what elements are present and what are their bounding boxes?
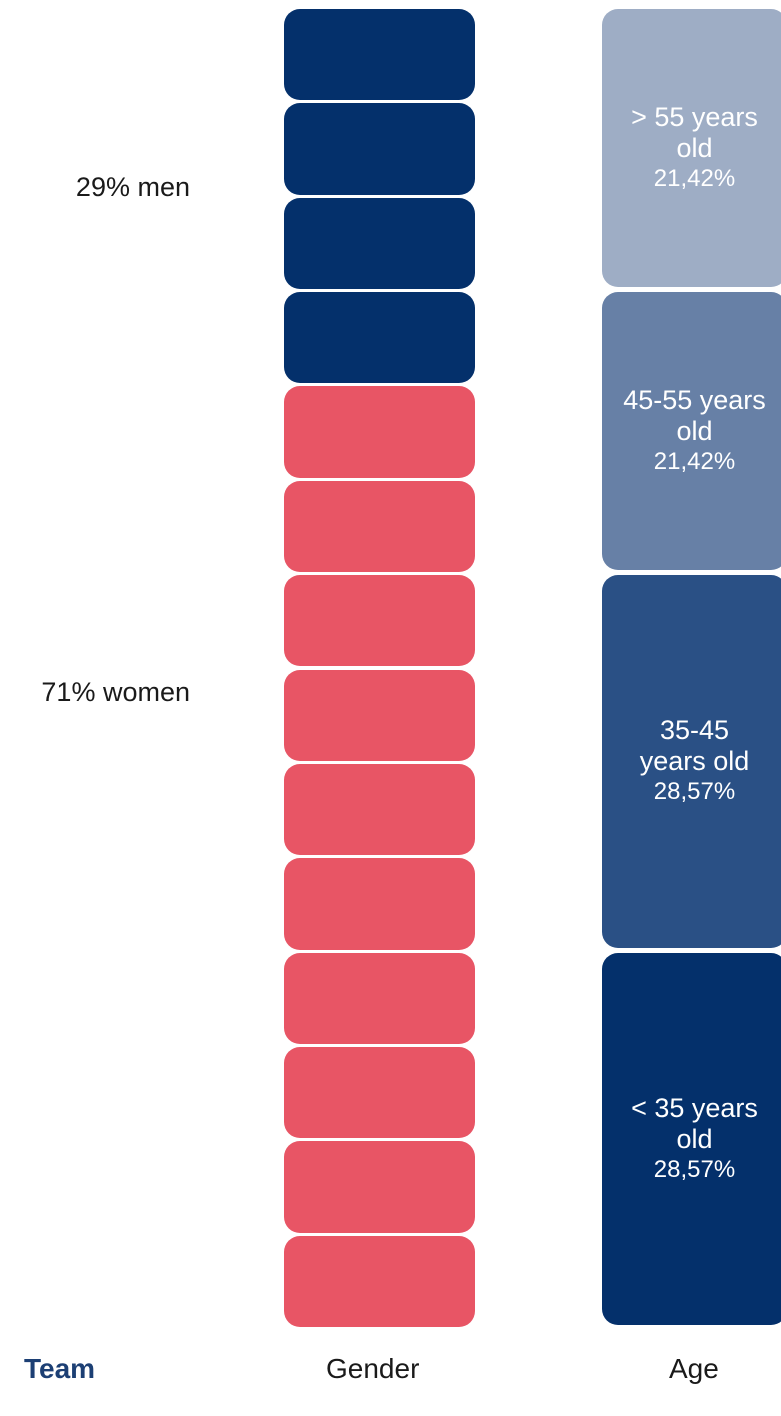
age-segment: 35-45 years old 28,57% [602,575,781,948]
women-label: 71% women [41,677,190,707]
men-block [284,197,475,290]
women-block [284,575,475,667]
age-segment-label: old [676,133,713,163]
age-segment: 45-55 years old 21,42% [602,292,781,570]
women-block [284,669,475,761]
men-block [284,292,475,384]
team-label: Team [24,1353,96,1384]
age-segment-percent: 28,57% [653,1155,736,1183]
age-segment-percent: 21,42% [653,165,736,192]
age-segment: < 35 years old 28,57% [602,952,781,1325]
men-label: 29% men [75,172,190,202]
age-axis-label: Age [669,1353,719,1384]
women-block [284,1235,475,1327]
age-segment-label: old [676,416,713,446]
gender-axis-label: Gender [326,1353,420,1384]
age-segment-label: 45-55 years [623,385,766,415]
age-segment-label: < 35 years [631,1092,758,1123]
men-block [284,9,475,101]
age-segment: > 55 years old 21,42% [602,9,781,287]
women-block [284,480,475,573]
age-segment-label: old [676,1123,713,1154]
women-block [284,952,475,1044]
women-block [284,1046,475,1139]
age-segment-label: > 55 years [631,102,758,132]
women-block [284,1141,475,1233]
men-block [284,103,475,195]
women-block [284,763,475,856]
women-block [284,386,475,478]
age-segment-label: years old [639,746,750,777]
age-segment-percent: 28,57% [653,778,736,806]
women-block [284,858,475,950]
age-segment-label: 35-45 [659,715,730,746]
age-segment-percent: 21,42% [653,448,736,475]
